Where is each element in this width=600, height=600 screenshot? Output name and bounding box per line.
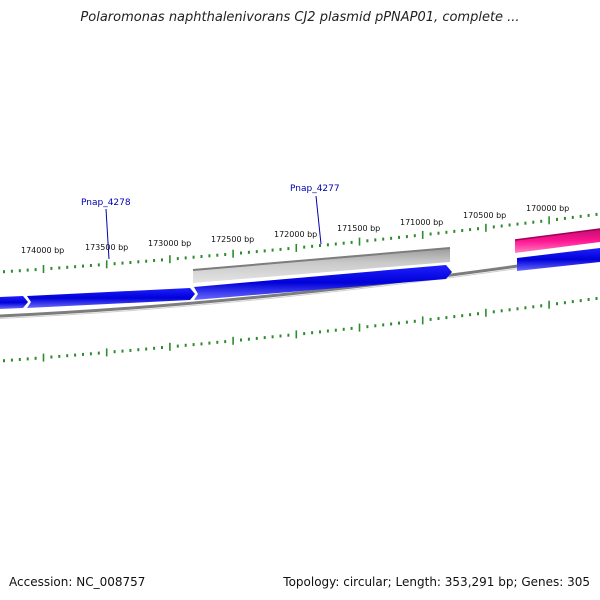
genome-summary-text: Topology: circular; Length: 353,291 bp; … bbox=[283, 575, 590, 589]
rna-gene-arrow-edge bbox=[514, 228, 600, 241]
coord-label-171500: 171500 bp bbox=[337, 224, 380, 233]
gene-label-pnap-4278[interactable]: Pnap_4278 bbox=[81, 198, 131, 208]
coord-label-174000: 174000 bp bbox=[21, 246, 64, 255]
inner-coordinate-ticks bbox=[3, 297, 598, 363]
coord-label-172500: 172500 bp bbox=[211, 235, 254, 244]
plasmid-backbone-highlight bbox=[0, 256, 600, 319]
gene-label-leader-pnap-4278 bbox=[105, 208, 110, 260]
coord-label-173500: 173500 bp bbox=[85, 243, 128, 252]
gene-label-leader-pnap-4277 bbox=[315, 195, 322, 245]
map-title: Polaromonas naphthalenivorans CJ2 plasmi… bbox=[80, 10, 520, 25]
coord-label-173000: 173000 bp bbox=[148, 239, 191, 248]
rna-gene-arrow[interactable] bbox=[515, 229, 600, 253]
gene-arrow-pnap-4277[interactable] bbox=[193, 248, 450, 283]
plasmid-backbone bbox=[0, 252, 600, 318]
gene-arrow-right-partial[interactable] bbox=[517, 248, 600, 271]
coord-label-172000: 172000 bp bbox=[274, 230, 317, 239]
gene-arrow-left-partial[interactable] bbox=[0, 296, 28, 309]
outer-coordinate-ticks bbox=[3, 212, 598, 274]
gene-arrow-pnap-4277-edge bbox=[192, 247, 451, 271]
accession-text: Accession: NC_008757 bbox=[9, 575, 146, 589]
coord-label-171000: 171000 bp bbox=[400, 218, 443, 227]
gene-label-pnap-4277[interactable]: Pnap_4277 bbox=[290, 184, 340, 194]
coord-label-170000: 170000 bp bbox=[526, 204, 569, 213]
gene-arrow-mid[interactable] bbox=[194, 265, 452, 300]
coord-label-170500: 170500 bp bbox=[463, 211, 506, 220]
gene-arrow-pnap-4278[interactable] bbox=[27, 288, 195, 308]
